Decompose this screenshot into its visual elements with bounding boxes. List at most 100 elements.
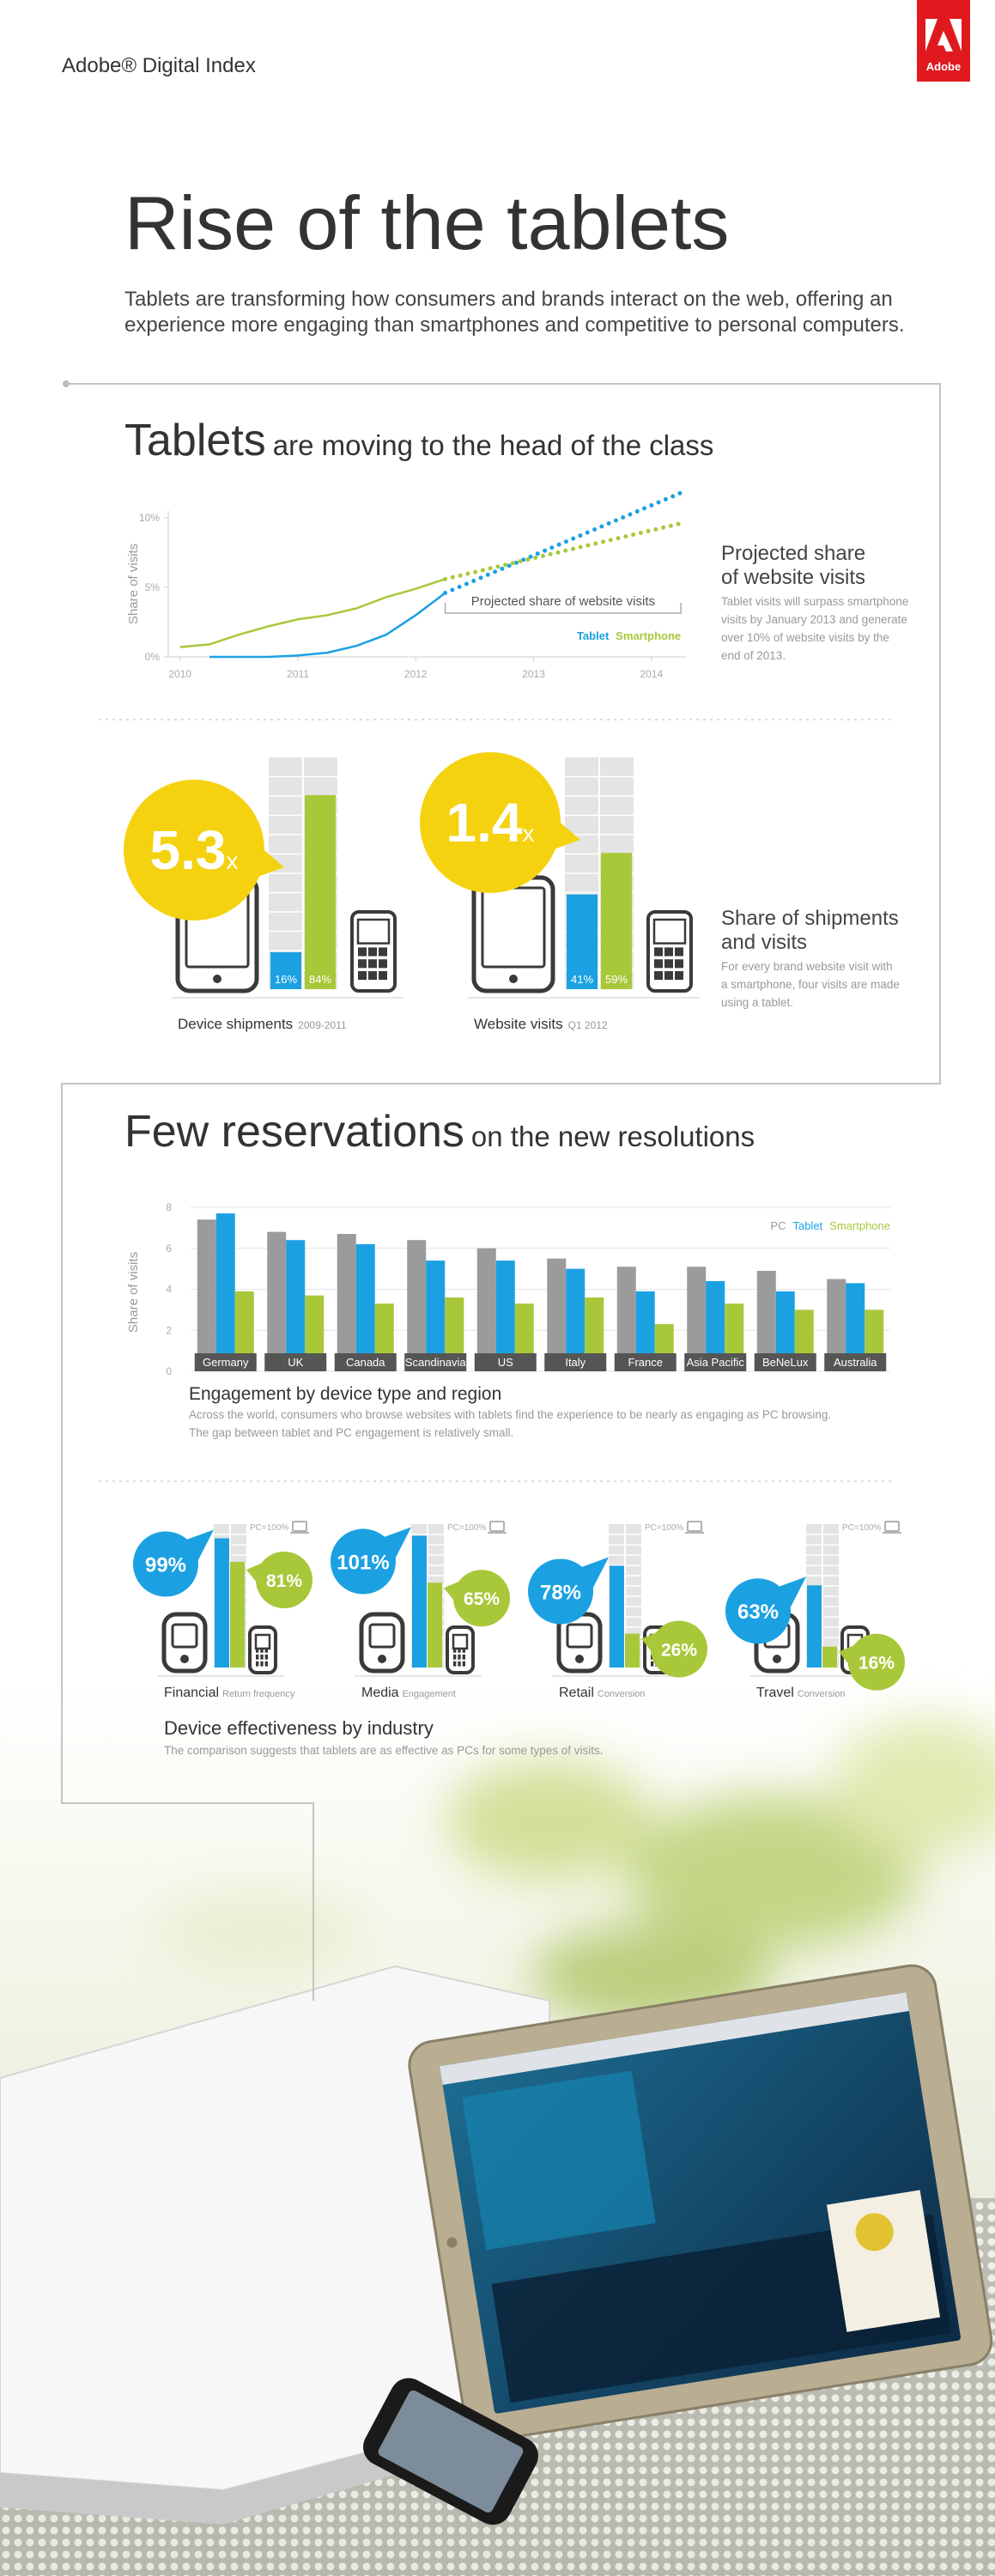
phone-icon [471,875,555,993]
smartphone-key [379,947,387,957]
smartphone-key [379,959,387,969]
value-label: 16% [858,1654,895,1674]
industry-name: Media [361,1686,399,1700]
phone-photo [363,2378,538,2525]
smartphone-key [654,947,663,957]
logo-text: Adobe [926,60,961,73]
bar [267,1231,287,1371]
logo-shape [925,19,937,52]
smartphone-key [453,1647,457,1653]
y-tick-label: 2 [166,1324,172,1336]
section-heading: Few reservations on the new resolutions [124,1107,755,1157]
ratio-suffix: x [226,848,238,874]
y-tick-label: 0% [145,651,161,663]
caption-note: 2009-2011 [298,1019,347,1031]
smartphone-key [675,971,683,981]
adobe-logo: Adobe [917,0,970,82]
smartphone-key [675,947,683,957]
y-tick-label: 10% [139,512,160,524]
category-strip [194,1353,257,1371]
laptop-icon [687,1521,702,1532]
bar [547,1258,567,1371]
legend-label: PC [770,1219,786,1232]
smartphone-key [256,1661,259,1667]
bar [756,1271,776,1371]
smartphone-key [379,971,387,981]
tablet-photo [408,1964,993,2442]
series-line [209,592,446,659]
smartphone-key [462,1661,465,1667]
ratio-value: 5.3 [150,819,227,881]
x-tick-label: Italy [565,1356,585,1369]
intro: experience more engaging than smartphone… [124,313,905,337]
heading-rest: on the new resolutions [471,1121,755,1152]
bar [407,1240,427,1371]
bar [445,1297,464,1371]
value-bubble [453,1570,510,1627]
phone-screen [566,1623,593,1649]
bar [585,1297,604,1371]
smartphone-key [664,971,673,981]
category-strip [754,1353,816,1371]
category-strip [334,1353,397,1371]
note-body: Tablet visits will surpass smartphone [721,595,908,608]
bar [197,1219,216,1371]
phone-icon [161,1612,208,1674]
value-label: 26% [661,1640,697,1660]
bar-value-label: 41% [571,973,593,986]
caption: Website visits Q1 2012 [474,1016,608,1032]
note-title: Projected share [721,542,865,565]
bar [355,1243,375,1371]
chart-title: Engagement by device type and region [189,1384,501,1404]
bar [601,853,632,989]
smartphone-key [358,971,367,981]
category-strip [264,1353,327,1371]
phone-button [575,1655,584,1663]
bar [775,1291,795,1371]
reference-label: PC=100% [250,1523,288,1533]
phone-button [180,1655,189,1663]
smartphone-key [368,947,377,957]
chart-title: Device effectiveness by industry [164,1717,434,1739]
phone-icon [359,1612,405,1674]
industry-metric: Conversion [798,1689,846,1699]
caption-title: Device shipments [178,1016,293,1032]
value-label: 78% [540,1581,581,1604]
smartphone-key [264,1654,268,1660]
category-strip [544,1353,607,1371]
note-body: using a tablet. [721,996,793,1009]
y-tick-label: 4 [166,1284,172,1296]
bar [412,1535,427,1668]
smartphone-key [651,1661,654,1667]
note-body: over 10% of website visits by the [721,631,889,644]
bar [234,1291,254,1371]
value-label: 63% [737,1601,779,1624]
bar [567,894,598,989]
smartphone-key [458,1661,461,1667]
bar [635,1291,655,1371]
bar [305,795,336,989]
heading-strong: Few reservations [124,1107,464,1157]
caption-note: Q1 2012 [568,1019,608,1031]
note-body: end of 2013. [721,649,786,662]
smartphone-key [453,1654,457,1660]
x-tick-label: US [498,1356,513,1369]
industry-metric: Engagement [403,1689,456,1699]
y-tick-label: 6 [166,1242,172,1255]
phone-button [378,1655,386,1663]
annotation: Projected share of website visits [471,594,655,609]
phone-button [773,1655,781,1663]
note-title: Share of shipments [721,907,899,930]
category-strip [824,1353,887,1371]
caption: Device shipments 2009-2011 [178,1016,347,1032]
ratio-label: 1.4x [446,792,535,854]
foliage-blur [155,1717,995,2026]
bar-value-label: 16% [275,973,297,986]
smartphone-key [462,1647,465,1653]
bar [827,1279,846,1371]
value-label: 99% [145,1554,186,1577]
smartphone-key [675,959,683,969]
phone-button [509,975,518,983]
bar [286,1240,306,1371]
bar-value-label: 59% [605,973,628,986]
